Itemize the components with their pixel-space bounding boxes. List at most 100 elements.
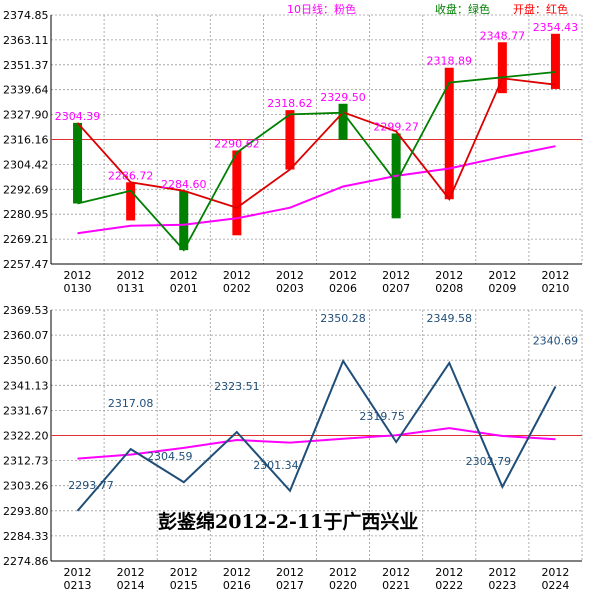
top-x-tick-date: 0201	[170, 282, 198, 295]
top-x-tick-year: 2012	[488, 269, 516, 282]
top-x-tick-date: 0207	[382, 282, 410, 295]
bottom-value-label: 2302.79	[466, 455, 512, 468]
bottom-value-label: 2340.69	[533, 334, 579, 347]
bottom-x-tick-date: 0221	[382, 579, 410, 592]
bottom-y-tick: 2284.33	[3, 530, 49, 543]
top-y-tick: 2374.85	[3, 9, 49, 22]
bottom-x-tick-date: 0217	[276, 579, 304, 592]
bottom-y-tick: 2303.26	[3, 480, 49, 493]
author-annotation: 彭鉴绵2012-2-11于广西兴业	[158, 510, 418, 533]
top-y-tick: 2280.95	[3, 208, 49, 221]
bottom-y-tick: 2341.13	[3, 379, 49, 392]
top-open-line	[76, 77, 556, 209]
bottom-x-tick-date: 0223	[488, 579, 516, 592]
top-value-label: 2318.62	[267, 97, 313, 110]
bottom-x-tick-date: 0215	[170, 579, 198, 592]
bottom-value-label: 2350.28	[320, 312, 366, 325]
bottom-ma-line	[77, 427, 556, 460]
bottom-x-tick-date: 0220	[329, 579, 357, 592]
top-y-tick: 2363.11	[3, 34, 49, 47]
top-bar	[497, 42, 507, 94]
top-x-tick-year: 2012	[223, 269, 251, 282]
top-x-tick-year: 2012	[170, 269, 198, 282]
top-y-tick: 2304.42	[3, 158, 49, 171]
bottom-x-tick-date: 0216	[223, 579, 251, 592]
top-value-label: 2348.77	[480, 29, 526, 42]
bottom-value-line	[76, 358, 557, 512]
bottom-y-tick: 2274.86	[3, 555, 49, 568]
top-bar	[550, 33, 560, 89]
top-x-tick-date: 0130	[64, 282, 92, 295]
bottom-y-tick: 2312.73	[3, 455, 49, 468]
bottom-x-tick-year: 2012	[435, 566, 463, 579]
bottom-y-tick: 2369.53	[3, 304, 49, 317]
top-x-tick-date: 0202	[223, 282, 251, 295]
top-x-tick-year: 2012	[382, 269, 410, 282]
bottom-value-label: 2349.58	[427, 312, 473, 325]
top-x-tick-date: 0203	[276, 282, 304, 295]
legend-open-label: 开盘：红色	[513, 2, 568, 16]
bottom-y-tick: 2360.07	[3, 329, 49, 342]
bottom-value-label: 2323.51	[214, 380, 260, 393]
top-value-label: 2284.60	[161, 178, 207, 191]
top-bar	[285, 110, 295, 170]
top-x-tick-year: 2012	[276, 269, 304, 282]
top-bar	[232, 150, 242, 236]
bottom-value-label: 2317.08	[108, 397, 154, 410]
top-ma-line	[77, 145, 556, 235]
bottom-x-tick-year: 2012	[170, 566, 198, 579]
bottom-x-tick-date: 0213	[64, 579, 92, 592]
bottom-x-tick-date: 0214	[117, 579, 145, 592]
top-y-tick: 2351.37	[3, 59, 49, 72]
legend-ma-label: 10日线：粉色	[287, 2, 356, 16]
bottom-value-label: 2301.34	[253, 459, 299, 472]
top-x-tick-year: 2012	[435, 269, 463, 282]
bottom-y-tick: 2350.60	[3, 354, 49, 367]
top-bar	[126, 182, 136, 221]
bottom-value-label: 2304.59	[147, 450, 193, 463]
top-y-tick: 2316.16	[3, 134, 49, 147]
top-y-tick: 2339.64	[3, 84, 49, 97]
top-x-tick-date: 0209	[488, 282, 516, 295]
top-bar	[338, 103, 348, 140]
top-value-label: 2299.27	[373, 120, 419, 133]
bottom-y-tick: 2293.80	[3, 505, 49, 518]
legend-close-label: 收盘：绿色	[435, 2, 490, 16]
top-y-tick: 2257.47	[3, 258, 49, 271]
top-x-tick-date: 0131	[117, 282, 145, 295]
top-x-tick-year: 2012	[64, 269, 92, 282]
bottom-value-label: 2293.77	[68, 479, 114, 492]
bottom-y-tick: 2322.20	[3, 430, 49, 443]
bottom-x-tick-year: 2012	[329, 566, 357, 579]
top-x-tick-date: 0210	[541, 282, 569, 295]
bottom-y-tick: 2331.67	[3, 404, 49, 417]
top-bar	[73, 122, 83, 204]
bottom-x-tick-year: 2012	[541, 566, 569, 579]
bottom-x-tick-date: 0222	[435, 579, 463, 592]
top-x-tick-year: 2012	[541, 269, 569, 282]
top-x-tick-year: 2012	[117, 269, 145, 282]
top-bar	[179, 190, 189, 251]
bottom-x-tick-date: 0224	[541, 579, 569, 592]
bottom-chart: 2369.53 2360.07 2350.60 2341.13 2331.67 2322.…	[3, 304, 583, 592]
top-x-tick-date: 0208	[435, 282, 463, 295]
bottom-x-tick-year: 2012	[382, 566, 410, 579]
top-y-tick: 2269.21	[3, 233, 49, 246]
bottom-x-tick-year: 2012	[488, 566, 516, 579]
top-value-label: 2329.50	[320, 91, 366, 104]
bottom-x-tick-year: 2012	[276, 566, 304, 579]
bottom-x-tick-year: 2012	[64, 566, 92, 579]
top-y-tick: 2292.69	[3, 183, 49, 196]
bottom-x-tick-year: 2012	[223, 566, 251, 579]
top-chart: 2374.85 2363.11 2351.37 2339.64 2327.90 2316.…	[3, 9, 583, 295]
top-value-label: 2290.62	[214, 137, 260, 150]
top-close-line	[77, 71, 556, 252]
top-bar	[444, 67, 454, 200]
bottom-value-label: 2319.75	[359, 410, 405, 423]
top-value-label: 2286.72	[108, 169, 154, 182]
bottom-x-tick-year: 2012	[117, 566, 145, 579]
top-y-tick: 2327.90	[3, 109, 49, 122]
top-x-tick-year: 2012	[329, 269, 357, 282]
top-value-label: 2318.89	[427, 55, 473, 68]
